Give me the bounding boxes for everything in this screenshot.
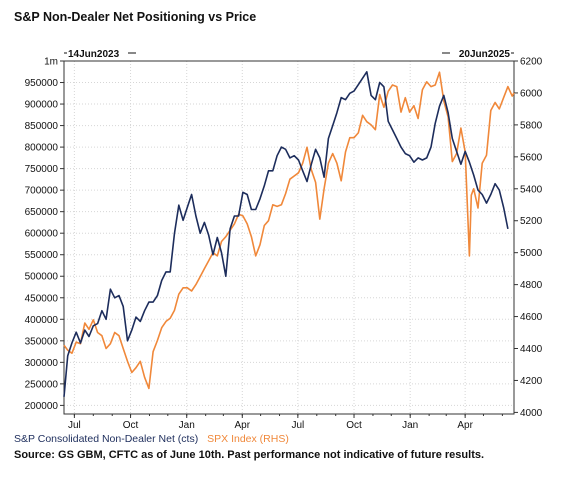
source-note: Source: GS GBM, CFTC as of June 10th. Pa… <box>14 449 485 461</box>
axes: 200000 250000 300000 350000 400000 450000 5000… <box>25 49 543 431</box>
y-right-tick-label: 6200 <box>520 57 543 68</box>
x-tick-label: Jul <box>291 420 304 431</box>
y-left-tick-label: 900000 <box>25 100 59 111</box>
legend: S&P Consolidated Non-Dealer Net (cts) SP… <box>14 433 289 445</box>
y-left-tick-label: 600000 <box>25 229 59 240</box>
grid-lines <box>64 60 514 414</box>
x-tick-label: Apr <box>457 420 473 431</box>
y-right-tick-label: 4200 <box>520 376 543 387</box>
y-left-tick-label: 650000 <box>25 207 59 218</box>
y-right-tick-label: 4600 <box>520 312 543 323</box>
y-left-tick-label: 200000 <box>25 401 59 412</box>
y-left-tick-label: 500000 <box>25 272 59 283</box>
end-date-label: 20Jun2025 <box>459 49 511 60</box>
y-left-tick-label: 250000 <box>25 379 59 390</box>
y-left-tick-label: 750000 <box>25 164 59 175</box>
y-left-tick-label: 1m <box>44 57 58 68</box>
series-line-spx <box>63 71 515 390</box>
y-left-tick-label: 850000 <box>25 121 59 132</box>
x-tick-label: Jul <box>68 420 81 431</box>
y-right-tick-label: 5800 <box>520 120 543 131</box>
x-tick-label: Jan <box>179 420 195 431</box>
y-right-tick-label: 5000 <box>520 248 543 259</box>
y-left-tick-label: 800000 <box>25 143 59 154</box>
x-tick-label: Oct <box>346 420 362 431</box>
y-left-tick-label: 450000 <box>25 293 59 304</box>
y-left-tick-label: 700000 <box>25 186 59 197</box>
chart-title: S&P Non-Dealer Net Positioning vs Price <box>14 10 257 24</box>
x-tick-label: Apr <box>235 420 251 431</box>
y-left-tick-label: 950000 <box>25 78 59 89</box>
y-left-tick-label: 350000 <box>25 336 59 347</box>
legend-series-positioning: S&P Consolidated Non-Dealer Net (cts) <box>14 433 199 445</box>
legend-series-spx: SPX Index (RHS) <box>207 433 289 445</box>
y-right-tick-label: 6000 <box>520 88 543 99</box>
y-left-tick-label: 300000 <box>25 358 59 369</box>
y-right-tick-label: 5600 <box>520 152 543 163</box>
y-right-tick-label: 5400 <box>520 184 543 195</box>
y-right-tick-label: 5200 <box>520 216 543 227</box>
series-layer <box>63 71 515 397</box>
x-tick-label: Jan <box>402 420 418 431</box>
y-right-tick-label: 4400 <box>520 344 543 355</box>
y-left-tick-label: 550000 <box>25 250 59 261</box>
y-right-tick-label: 4000 <box>520 408 543 419</box>
y-left-tick-label: 400000 <box>25 315 59 326</box>
x-tick-label: Oct <box>123 420 139 431</box>
y-right-tick-label: 4800 <box>520 280 543 291</box>
plot-frame <box>63 60 515 415</box>
series-line-positioning <box>63 71 509 397</box>
start-date-label: 14Jun2023 <box>68 49 120 60</box>
